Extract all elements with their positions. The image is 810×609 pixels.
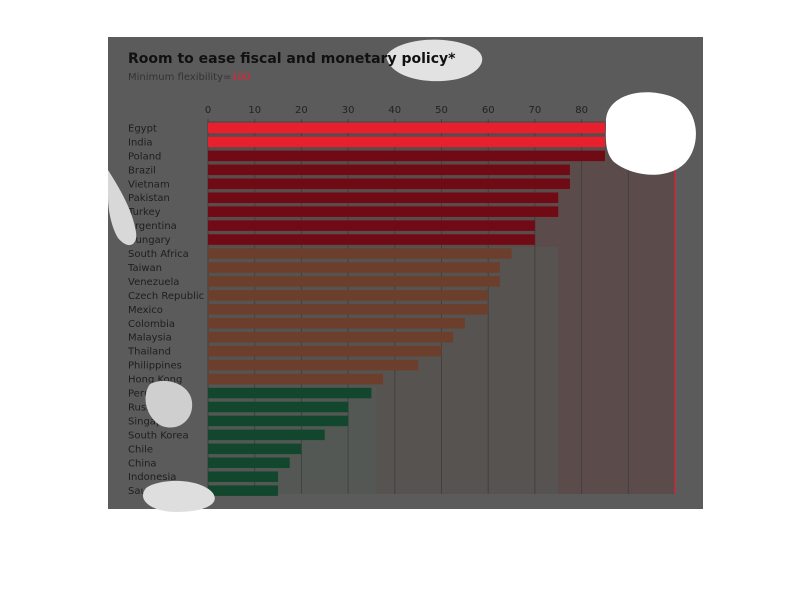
category-label: Hungary [128, 235, 171, 246]
bar [208, 345, 442, 357]
category-label: Mexico [128, 305, 163, 316]
category-label: Indonesia [128, 472, 176, 483]
glare-blob-right [605, 92, 696, 175]
category-label: Hong Kong [128, 375, 182, 386]
bar [208, 248, 512, 259]
bar [208, 387, 372, 399]
x-tick-label: 60 [482, 105, 495, 116]
category-label: Vietnam [128, 179, 170, 190]
bar [208, 234, 535, 245]
subtitle-prefix: Minimum flexibility= [128, 72, 231, 83]
bar [208, 136, 605, 148]
category-label: Chile [128, 444, 153, 455]
category-label: Singapore [128, 416, 178, 427]
category-label: China [128, 458, 157, 469]
x-tick-label: 40 [388, 105, 401, 116]
bar [208, 457, 290, 469]
bar [208, 164, 570, 176]
x-tick-label: 70 [529, 105, 542, 116]
x-tick-label: 0 [205, 105, 211, 116]
bar [208, 262, 500, 273]
category-label: Egypt [128, 123, 157, 134]
bar [208, 429, 325, 441]
category-label: Pakistan [128, 193, 170, 204]
x-tick-label: 20 [295, 105, 308, 116]
bar [208, 122, 605, 134]
category-label: Philippines [128, 361, 182, 372]
bar [208, 373, 384, 385]
category-label: Thailand [127, 347, 171, 358]
category-label: Poland [128, 151, 161, 162]
bar [208, 178, 570, 190]
category-label: Turkey [127, 207, 161, 218]
bar [208, 220, 535, 231]
chart-subtitle: Minimum flexibility=100 [128, 72, 251, 83]
bar [208, 359, 419, 371]
category-label: Venezuela [128, 277, 179, 288]
category-label: Malaysia [128, 333, 172, 344]
category-label: Czech Republic [128, 291, 204, 302]
bar [208, 401, 349, 413]
category-label: Brazil [128, 165, 156, 176]
bar [208, 318, 465, 329]
category-label: Taiwan [127, 263, 162, 274]
bar [208, 415, 349, 427]
bar [208, 331, 454, 343]
bar [208, 485, 279, 496]
bar [208, 471, 279, 482]
chart-title: Room to ease fiscal and monetary policy* [128, 51, 456, 67]
category-label: Argentina [128, 221, 177, 232]
bar [208, 443, 302, 455]
x-tick-label: 80 [575, 105, 588, 116]
bar [208, 276, 500, 287]
glare-blob-left [108, 170, 137, 246]
subtitle-value: 100 [231, 72, 250, 83]
category-label: Russia [128, 402, 160, 413]
category-label: India [128, 137, 153, 148]
x-tick-label: 30 [342, 105, 355, 116]
glare-blob-bottom [142, 480, 215, 512]
category-label: South Korea [128, 430, 189, 441]
bar [208, 192, 559, 203]
category-label: South Africa [128, 249, 189, 260]
glare-blob-lower [145, 380, 193, 428]
x-tick-label: 50 [435, 105, 448, 116]
x-tick-label: 10 [248, 105, 261, 116]
bar [208, 150, 605, 162]
category-label: Colombia [128, 319, 175, 330]
category-label: Peru [128, 389, 150, 400]
bar [208, 304, 489, 315]
bar [208, 290, 489, 301]
glare-blob-top [386, 39, 483, 82]
bar [208, 206, 559, 217]
